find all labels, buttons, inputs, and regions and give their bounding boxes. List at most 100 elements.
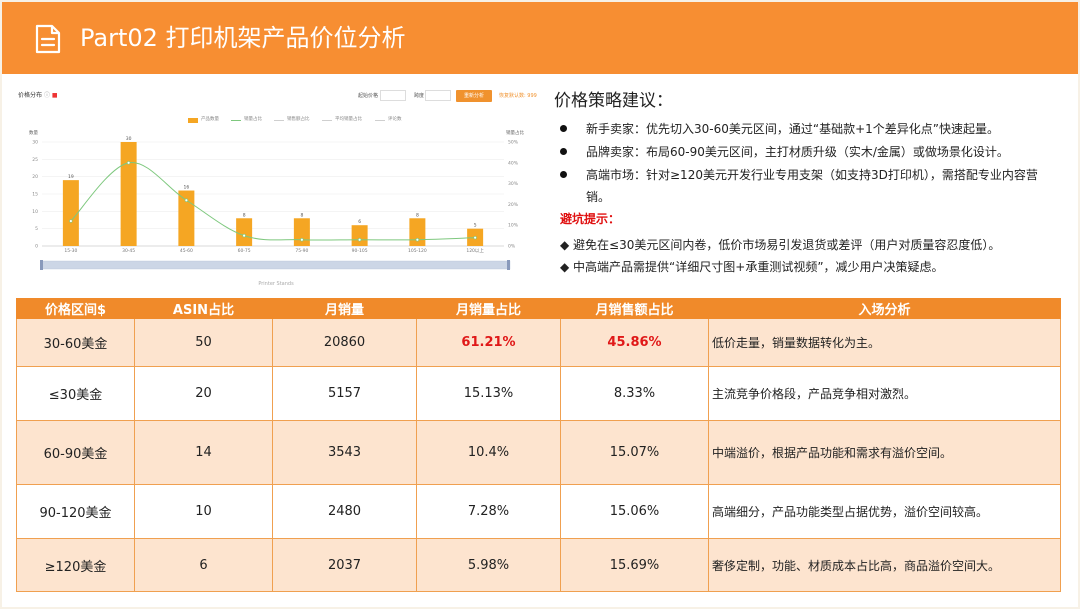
cell-entry-analysis: 中端溢价，根据产品功能和需求有溢价空间。 xyxy=(708,419,1061,486)
bullet-dot-icon xyxy=(560,125,567,132)
bar-value-label: 19 xyxy=(68,174,74,180)
reanalyze-button[interactable]: 重新分析 xyxy=(456,90,492,102)
cell-price-range: 90-120美金 xyxy=(16,484,135,540)
warning-item: ◆ 中高端产品需提供“详细尺寸图+承重测试视频”，减少用户决策疑虑。 xyxy=(560,260,944,274)
info-icon: ⓘ xyxy=(43,92,50,99)
x-tick-label: 45-60 xyxy=(180,248,193,254)
bar xyxy=(62,180,79,246)
x-tick-label: 30-45 xyxy=(122,248,135,254)
line-point xyxy=(357,238,362,242)
line-point xyxy=(473,235,477,240)
cell-asin-share: 50 xyxy=(134,318,273,367)
chart-footer-label: Printer Stands xyxy=(258,281,294,287)
cell-revenue-share: 15.07% xyxy=(560,419,709,486)
line-point xyxy=(415,238,420,242)
cell-revenue-share: 8.33% xyxy=(560,365,709,421)
table-row: 90-120美金 10 2480 7.28% 15.06% 高端细分，产品功能类… xyxy=(16,484,1061,540)
zoom-slider-handle-right xyxy=(507,260,510,270)
table-header-row: 价格区间$ ASIN占比 月销量 月销量占比 月销售额占比 入场分析 xyxy=(16,298,1061,319)
cell-revenue-share: 15.06% xyxy=(560,484,709,540)
y2-tick-label: 30% xyxy=(508,181,519,187)
price-range-table: 价格区间$ ASIN占比 月销量 月销量占比 月销售额占比 入场分析 30-60… xyxy=(16,298,1061,592)
reset-default-link[interactable]: 恢复默认数: 999 xyxy=(499,93,537,99)
legend-entry[interactable]: 评论数 xyxy=(388,117,402,122)
legend-swatch xyxy=(188,118,198,123)
y-tick-label: 20 xyxy=(32,174,38,180)
bar-value-label: 30 xyxy=(126,136,132,142)
legend-entry[interactable]: 销量占比 xyxy=(244,117,262,122)
y-tick-label: 25 xyxy=(32,157,38,163)
x-tick-label: 90-105 xyxy=(352,248,368,254)
bar-value-label: 16 xyxy=(184,185,190,191)
cell-entry-analysis: 主流竞争价格段，产品竞争相对激烈。 xyxy=(708,365,1061,421)
legend-swatch xyxy=(231,120,241,121)
price-distribution-chart: 0 5 10 15 20 25 30 0% 10% 20% 30% 40% 50% 数量 销量占比 19 15-… xyxy=(29,129,524,287)
span-label: 跨度 xyxy=(414,93,425,99)
bullet-dot-icon xyxy=(560,148,567,155)
cell-entry-analysis: 低价走量，销量数据转化为主。 xyxy=(708,318,1061,367)
cell-sales-share: 5.98% xyxy=(416,538,561,592)
x-tick-label: 120以上 xyxy=(466,247,484,254)
y-tick-label: 30 xyxy=(32,140,38,146)
title-banner: Part02 打印机架产品价位分析 xyxy=(2,2,1078,74)
cell-price-range: ≤30美金 xyxy=(16,365,135,421)
cell-sales-share: 61.21% xyxy=(416,318,561,367)
y2-tick-label: 20% xyxy=(508,202,519,208)
header-price-range: 价格区间$ xyxy=(16,298,135,319)
y2-tick-label: 10% xyxy=(508,223,519,229)
bar-value-label: 8 xyxy=(243,212,246,218)
x-tick-label: 105-120 xyxy=(408,248,427,254)
cell-monthly-sales: 3543 xyxy=(272,419,417,486)
bar-value-label: 6 xyxy=(358,219,361,225)
table-row: ≥120美金 6 2037 5.98% 15.69% 奢侈定制，功能、材质成本占… xyxy=(16,538,1061,592)
y2-tick-label: 40% xyxy=(508,160,519,166)
bar-value-label: 8 xyxy=(300,212,303,218)
page-title: Part02 打印机架产品价位分析 xyxy=(80,24,406,52)
x-tick-label: 15-30 xyxy=(64,248,77,254)
bullet-dot-icon xyxy=(560,171,567,178)
bar xyxy=(409,218,426,246)
cell-revenue-share: 45.86% xyxy=(560,318,709,367)
document-icon xyxy=(35,24,61,54)
cell-monthly-sales: 2480 xyxy=(272,484,417,540)
legend-entry[interactable]: 产品数量 xyxy=(201,117,219,122)
line-point xyxy=(300,238,304,242)
x-tick-label: 75-90 xyxy=(295,248,308,254)
bar xyxy=(236,218,253,246)
line-point xyxy=(242,233,246,238)
header-entry-analysis: 入场分析 xyxy=(708,298,1061,319)
bar xyxy=(120,142,137,246)
zoom-slider-range xyxy=(42,261,510,269)
cell-price-range: 30-60美金 xyxy=(16,318,135,367)
line-point xyxy=(126,161,131,165)
cell-price-range: 60-90美金 xyxy=(16,419,135,486)
legend-entry[interactable]: 销售额占比 xyxy=(287,117,310,122)
bar-value-label: 8 xyxy=(416,212,419,218)
video-icon: ■ xyxy=(51,92,58,99)
table-row: 60-90美金 14 3543 10.4% 15.07% 中端溢价，根据产品功能… xyxy=(16,419,1061,486)
legend-entry[interactable]: 平均销量占比 xyxy=(335,117,362,122)
chart-panel: 价格分布 ⓘ ■ 起始价格 跨度 重新分析 恢复默认数: 999 产品数量 销量占… xyxy=(12,80,537,294)
y2-tick-label: 50% xyxy=(508,140,519,146)
advice-title: 价格策略建议： xyxy=(554,91,673,111)
cell-entry-analysis: 奢侈定制，功能、材质成本占比高，商品溢价空间大。 xyxy=(708,538,1061,592)
cell-price-range: ≥120美金 xyxy=(16,538,135,592)
cell-asin-share: 6 xyxy=(134,538,273,592)
cell-entry-analysis: 高端细分，产品功能类型占据优势，溢价空间较高。 xyxy=(708,484,1061,540)
y-axis-label: 数量 xyxy=(29,129,38,136)
warning-title: 避坑提示： xyxy=(560,212,621,226)
table-row: ≤30美金 20 5157 15.13% 8.33% 主流竞争价格段，产品竞争相… xyxy=(16,365,1061,421)
start-price-input[interactable] xyxy=(380,90,406,101)
span-input[interactable] xyxy=(425,90,451,101)
y2-tick-label: 0% xyxy=(508,244,516,250)
cell-sales-share: 10.4% xyxy=(416,419,561,486)
header-monthly-sales: 月销量 xyxy=(272,298,417,319)
header-asin-share: ASIN占比 xyxy=(134,298,273,319)
cell-monthly-sales: 2037 xyxy=(272,538,417,592)
y2-axis-label: 销量占比 xyxy=(506,129,524,136)
y-tick-label: 0 xyxy=(35,244,38,250)
cell-sales-share: 15.13% xyxy=(416,365,561,421)
header-sales-share: 月销量占比 xyxy=(416,298,561,319)
line-point xyxy=(184,198,189,202)
